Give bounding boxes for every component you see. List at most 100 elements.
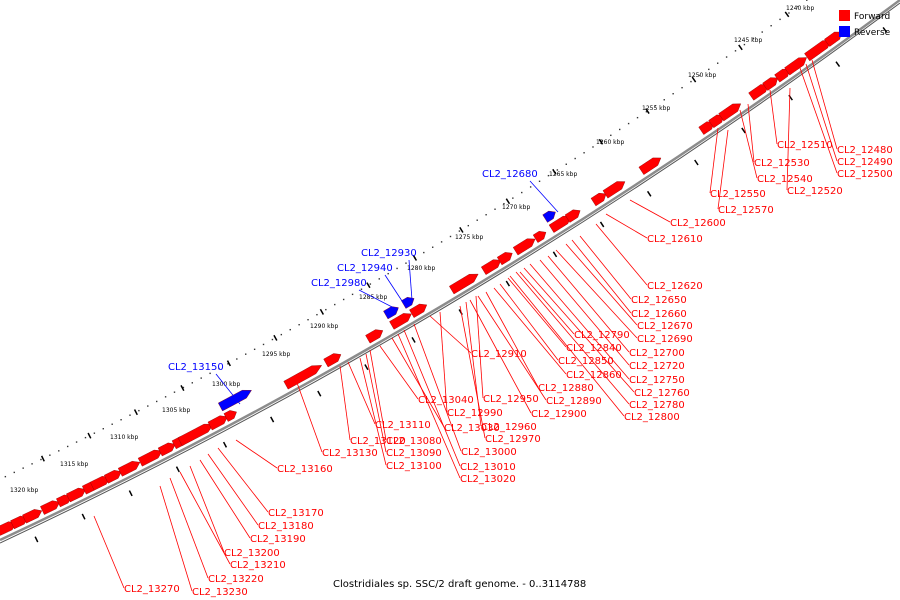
gene-label-forward: CL2_12850 [558,356,614,367]
inner-tick [128,490,133,497]
scale-dot [155,400,158,403]
leader-line [709,127,719,194]
scale-dot [583,152,585,154]
gene-arrow [762,77,779,91]
scale-dot [770,25,772,27]
leader-line [403,329,461,467]
gene-label-forward: CL2_12510 [777,140,833,151]
gene-arrow [383,306,399,320]
gene-label-forward: CL2_12520 [787,186,843,197]
gene-label-forward: CL2_12750 [629,375,685,386]
gene-arrow [532,231,547,243]
leader-line [365,353,387,453]
inner-tick [317,390,322,397]
scale-dot [13,471,15,474]
scale-dots [4,0,888,543]
scale-dot [556,169,559,171]
tick-label: 1260 kbp [596,139,624,146]
gene-label-forward: CL2_12490 [837,157,893,168]
tick-label: 1265 kbp [549,171,577,178]
legend-forward-label: Forward [854,12,890,22]
gene-arrow [157,442,176,457]
gene-label-reverse: CL2_12930 [361,248,417,259]
leader-line [189,465,225,553]
gene-label-forward: CL2_12480 [837,145,893,156]
gene-label-forward: CL2_13090 [386,448,442,459]
gene-label-forward: CL2_12610 [647,234,703,245]
scale-dot [164,396,167,398]
gene-label-forward: CL2_12550 [710,189,766,200]
tick-label: 1255 kbp [642,105,670,112]
scale-dot [636,116,639,119]
tick-label: 1245 kbp [734,37,762,44]
tick-label: 1300 kbp [212,381,240,388]
scale-dot [253,348,256,351]
leader-line [93,515,125,589]
leader-line [717,129,729,210]
gene-label-forward: CL2_12880 [538,383,594,394]
gene-label-forward: CL2_12760 [634,388,690,399]
leader-line [605,213,648,239]
scale-dot [351,293,354,296]
scale-dot [84,436,87,439]
scale-dot [280,333,283,336]
scale-dot [298,323,300,326]
gene-label-forward: CL2_12790 [574,330,630,341]
gene-arrow [512,238,536,256]
inner-tick [599,221,605,228]
leader-line [408,259,413,301]
legend-reverse-swatch [839,26,850,37]
scale-dot [262,343,265,346]
scale-dot [200,377,202,379]
scale-dot [529,186,532,188]
gene-label-forward: CL2_13010 [460,462,516,473]
leader-line [347,361,376,425]
scale-tick [691,76,697,83]
scale-dot [325,308,327,311]
gene-label-forward: CL2_13000 [461,447,517,458]
scale-dot [512,197,514,199]
gene-label-forward: CL2_12720 [629,361,685,372]
leader-line [339,365,351,441]
leader-line [159,485,193,592]
gene-arrow [449,273,479,295]
gene-label-forward: CL2_12950 [483,394,539,405]
scale-dot [405,262,407,264]
gene-arrow [401,296,415,309]
gene-label-reverse: CL2_12940 [337,263,393,274]
scale-dot [725,56,728,58]
gene-label-forward: CL2_12910 [471,349,527,360]
inner-tick [694,159,699,166]
gene-label-reverse: CL2_13150 [168,362,224,373]
leader-line [493,287,567,375]
inner-tick [270,416,275,423]
leader-line [459,305,486,439]
scale-dot [627,122,630,125]
scale-dot [788,12,790,14]
gene-label-forward: CL2_12660 [631,309,687,320]
gene-label-forward: CL2_12500 [837,169,893,180]
scale-dot [316,313,318,316]
leader-line [739,109,758,179]
gene-label-forward: CL2_12890 [546,396,602,407]
scale-tick [273,334,278,341]
inner-tick [175,466,180,473]
gene-label-forward: CL2_13110 [375,420,431,431]
genome-backbone [0,0,900,542]
leader-line [805,63,838,162]
leader-line [169,477,209,579]
scale-dot [690,80,692,83]
scale-dot [387,272,389,275]
leader-line [391,337,445,428]
gene-arrow [718,103,742,122]
gene-arrow [137,449,163,467]
leader-line [413,323,462,452]
inner-tick [364,364,369,371]
gene-label-forward: CL2_12970 [485,434,541,445]
scale-tick [505,198,511,205]
tick-label: 1275 kbp [455,234,483,241]
leader-line [485,291,539,388]
scale-dot [494,208,496,210]
